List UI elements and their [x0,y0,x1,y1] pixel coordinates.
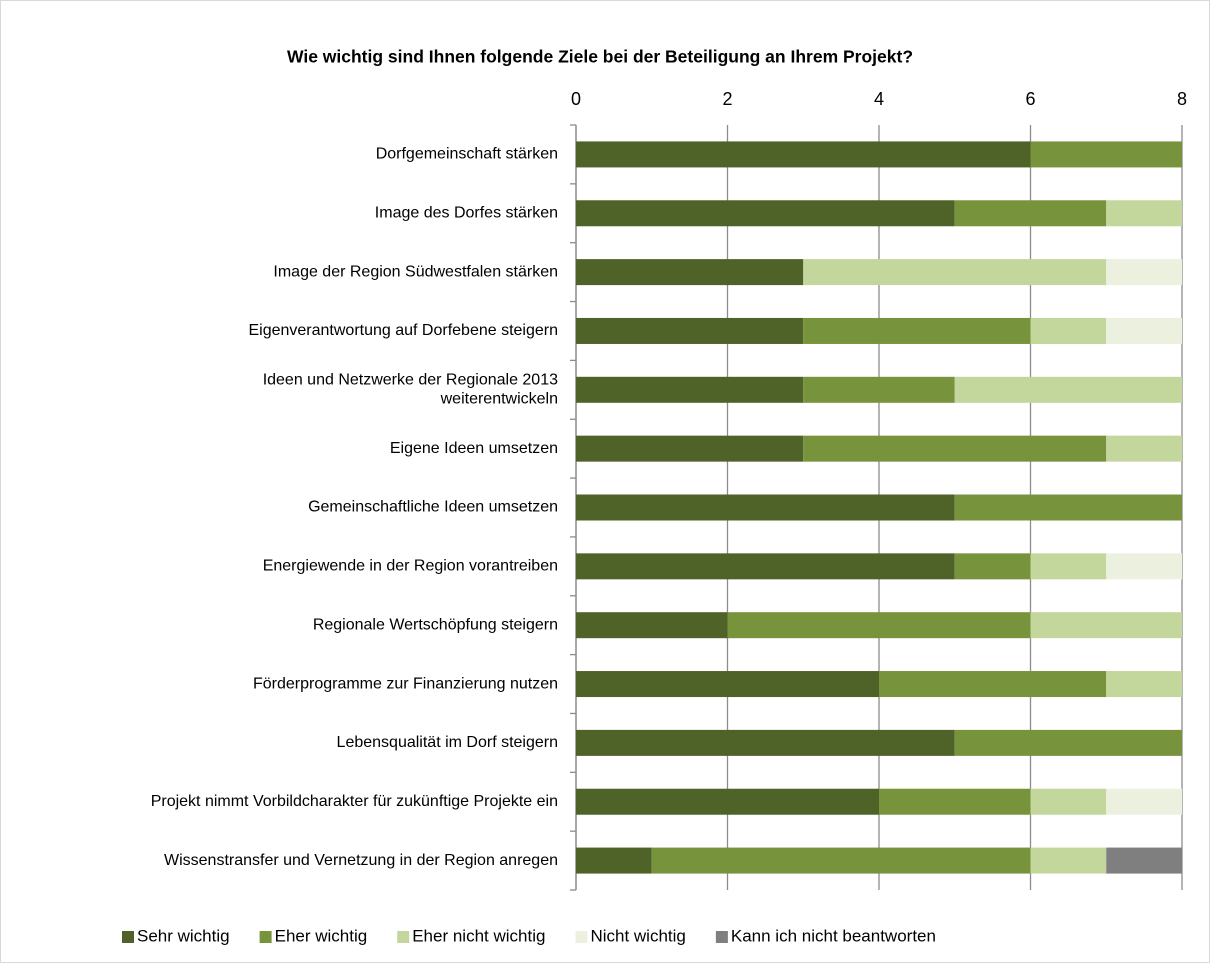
bar-segment [803,435,1107,462]
y-tick-label: Energiewende in der Region vorantreiben [263,558,558,575]
bar-segment [954,494,1182,521]
legend-swatch [575,931,588,943]
bar-segment [576,612,728,639]
bar-segment [879,788,1031,815]
bar-segment [576,671,879,698]
bar-segment [954,200,1107,227]
x-tick-label: 4 [874,89,884,109]
y-tick-label: Projekt nimmt Vorbildcharakter für zukün… [151,793,558,810]
y-tick-label: Eigene Ideen umsetzen [390,440,558,457]
legend-label: Eher nicht wichtig [412,926,545,945]
legend-swatch [715,931,728,943]
bar-segment [803,376,955,403]
bar-segment [803,317,1031,344]
x-tick-label: 8 [1177,89,1187,109]
y-tick-label: Ideen und Netzwerke der Regionale 2013 we… [263,372,558,408]
bar-segment [1030,553,1107,580]
bar-segment [727,612,1031,639]
x-tick-label: 0 [571,89,581,109]
bar-segment [576,729,955,756]
bar-segment [1106,788,1182,815]
x-tick-label: 6 [1025,89,1035,109]
bar-segment [576,847,652,874]
bar-segment [1106,317,1182,344]
bar-segment [954,376,1182,403]
bar-segment [1106,200,1182,227]
legend-swatch [122,931,134,943]
legend-label: Nicht wichtig [590,926,685,945]
legend-label: Sehr wichtig [137,926,230,945]
y-tick-label: Wissenstransfer und Vernetzung in der Re… [164,852,558,869]
bar-segment [1030,141,1182,168]
legend-swatch [259,931,272,943]
bar-segment [576,376,804,403]
bar-segment [651,847,1031,874]
chart-title: Wie wichtig sind Ihnen folgende Ziele be… [287,47,913,67]
x-tick-label: 2 [722,89,732,109]
y-tick-label: Eigenverantwortung auf Dorfebene steiger… [248,322,558,339]
y-tick-label: Regionale Wertschöpfung steigern [313,616,558,633]
bar-segment [1106,671,1182,698]
legend-swatch [397,931,410,943]
bar-segment [1106,435,1182,462]
bar-segment [879,671,1107,698]
y-tick-label: Image der Region Südwestfalen stärken [273,263,558,280]
bar-segment [576,259,804,286]
bar-segment [576,788,879,815]
bar-segment [576,141,1031,168]
bar-segment [1106,847,1182,874]
bar-segment [954,729,1182,756]
bar-segment [1030,788,1107,815]
bar-segment [803,259,1107,286]
bar-segment [576,553,955,580]
legend-label: Eher wichtig [275,926,368,945]
legend-label: Kann ich nicht beantworten [731,926,936,945]
bar-segment [576,200,955,227]
bar-segment [1106,259,1182,286]
y-tick-label: Dorfgemeinschaft stärken [376,146,558,163]
bar-segment [1030,317,1107,344]
y-tick-label: Gemeinschaftliche Ideen umsetzen [308,499,558,516]
bar-segment [1030,612,1182,639]
y-tick-label: Förderprogramme zur Finanzierung nutzen [253,675,558,692]
bar-segment [576,435,804,462]
bar-segment [1106,553,1182,580]
y-tick-label: Image des Dorfes stärken [375,204,558,221]
bar-segment [954,553,1031,580]
bar-segment [576,317,804,344]
bar-segment [576,494,955,521]
y-tick-label: Lebensqualität im Dorf steigern [337,734,558,751]
bar-segment [1030,847,1107,874]
